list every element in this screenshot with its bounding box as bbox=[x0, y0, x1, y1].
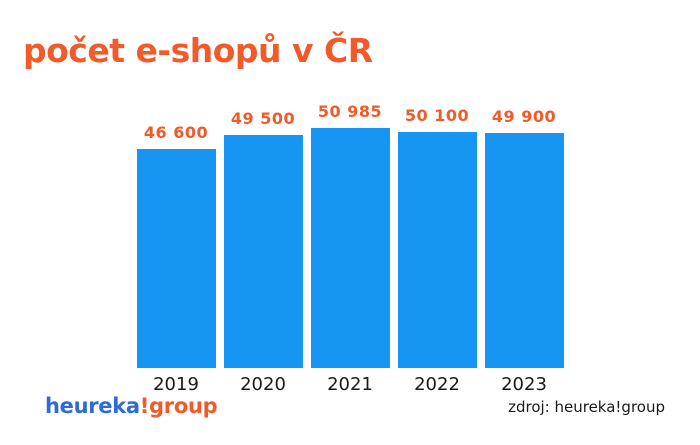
category-label: 2023 bbox=[501, 374, 547, 395]
bar-group-2019: 46 600 2019 bbox=[136, 123, 216, 396]
bar-2019 bbox=[136, 149, 216, 368]
category-label: 2022 bbox=[414, 374, 460, 395]
bar-2023 bbox=[484, 133, 564, 368]
category-label: 2021 bbox=[327, 374, 373, 395]
bar-group-2021: 50 985 2021 bbox=[310, 102, 390, 396]
bar-2021 bbox=[310, 128, 390, 368]
bar-2020 bbox=[223, 135, 303, 368]
category-label: 2019 bbox=[153, 374, 199, 395]
bar-2022 bbox=[397, 132, 477, 368]
source-attribution: zdroj: heureka!group bbox=[508, 398, 665, 416]
value-label: 46 600 bbox=[143, 123, 209, 142]
value-label: 49 900 bbox=[491, 107, 557, 126]
bar-group-2020: 49 500 2020 bbox=[223, 109, 303, 396]
bar-chart: 46 600 2019 49 500 2020 50 985 2021 50 100 2022… bbox=[0, 102, 700, 396]
category-label: 2020 bbox=[240, 374, 286, 395]
logo-text-heureka: heureka bbox=[45, 394, 140, 418]
chart-title: počet e-shopů v ČR bbox=[23, 31, 373, 70]
value-label: 49 500 bbox=[230, 109, 296, 128]
value-label: 50 100 bbox=[404, 106, 470, 125]
bar-group-2023: 49 900 2023 bbox=[484, 107, 564, 396]
logo-text-group: !group bbox=[139, 394, 218, 418]
bar-group-2022: 50 100 2022 bbox=[397, 106, 477, 396]
value-label: 50 985 bbox=[317, 102, 383, 121]
heureka-group-logo: heureka!group bbox=[45, 394, 218, 418]
